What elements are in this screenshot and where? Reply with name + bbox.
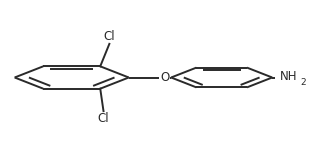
Text: NH: NH [280, 70, 298, 83]
Text: 2: 2 [300, 78, 305, 87]
Text: O: O [160, 71, 169, 84]
Text: Cl: Cl [98, 112, 109, 125]
Text: Cl: Cl [104, 30, 115, 43]
